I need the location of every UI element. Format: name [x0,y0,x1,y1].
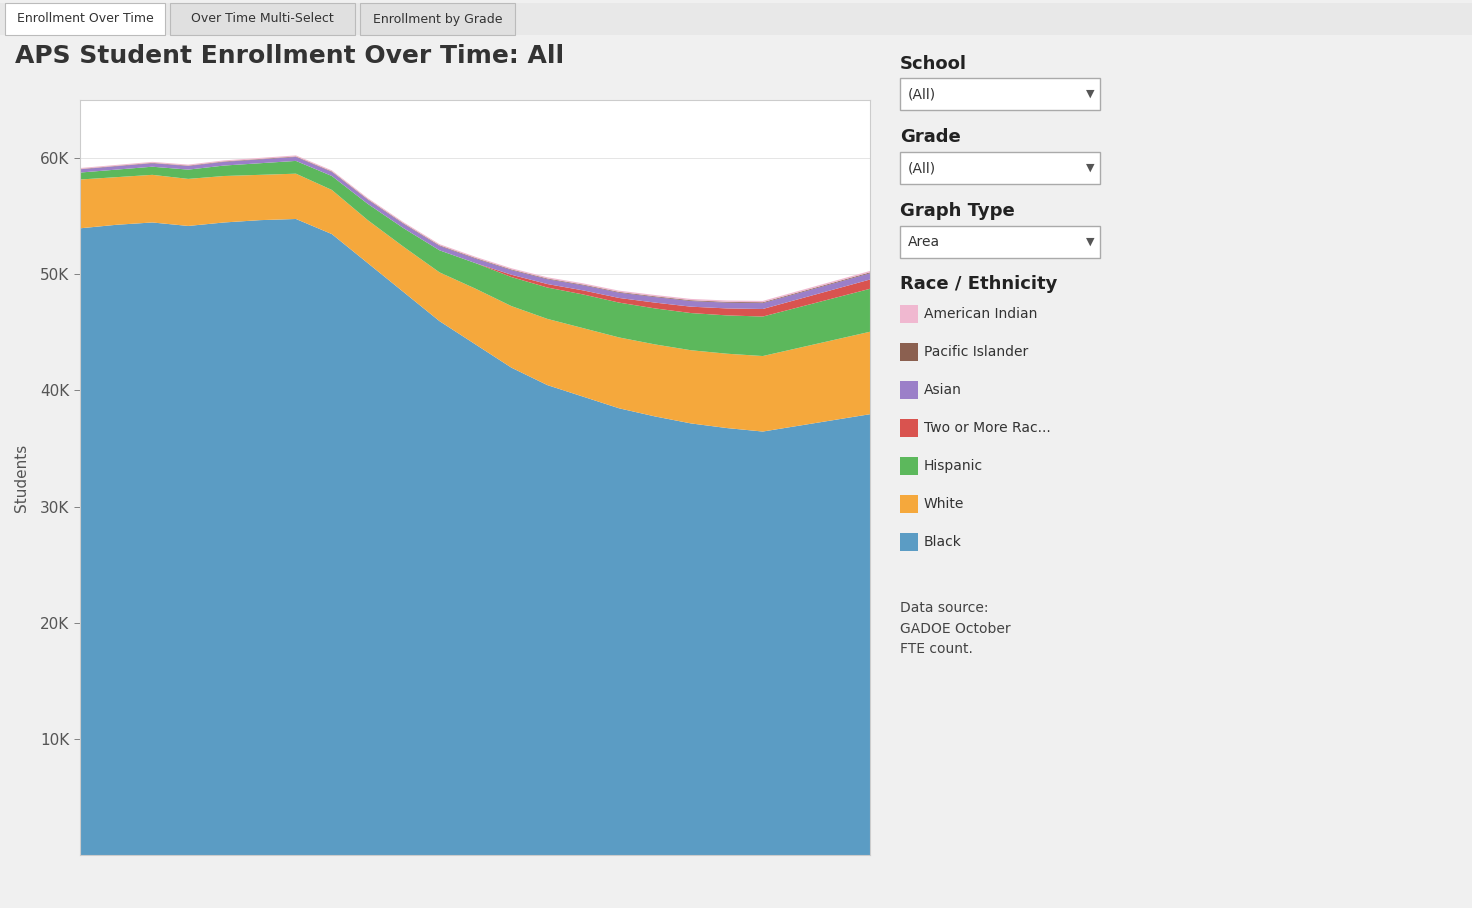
Text: (All): (All) [908,161,936,175]
Text: School: School [899,55,967,73]
Text: Data source:
GADOE October
FTE count.: Data source: GADOE October FTE count. [899,601,1011,656]
Text: (All): (All) [908,87,936,101]
Text: American Indian: American Indian [924,307,1038,321]
Text: Enrollment Over Time: Enrollment Over Time [16,13,153,25]
Y-axis label: Students: Students [15,443,29,511]
Text: Race / Ethnicity: Race / Ethnicity [899,275,1057,293]
Text: ▼: ▼ [1086,89,1095,99]
Text: APS Student Enrollment Over Time: All: APS Student Enrollment Over Time: All [15,44,564,68]
Text: Hispanic: Hispanic [924,459,983,473]
Text: Asian: Asian [924,383,961,397]
Text: Graph Type: Graph Type [899,202,1014,220]
Text: ▼: ▼ [1086,163,1095,173]
Text: Over Time Multi-Select: Over Time Multi-Select [191,13,334,25]
Text: Grade: Grade [899,128,961,146]
Text: White: White [924,497,964,511]
Text: Two or More Rac...: Two or More Rac... [924,421,1051,435]
Text: Black: Black [924,535,961,549]
Text: Pacific Islander: Pacific Islander [924,345,1029,359]
Text: ▼: ▼ [1086,237,1095,247]
Text: Enrollment by Grade: Enrollment by Grade [372,13,502,25]
Text: Area: Area [908,235,941,249]
